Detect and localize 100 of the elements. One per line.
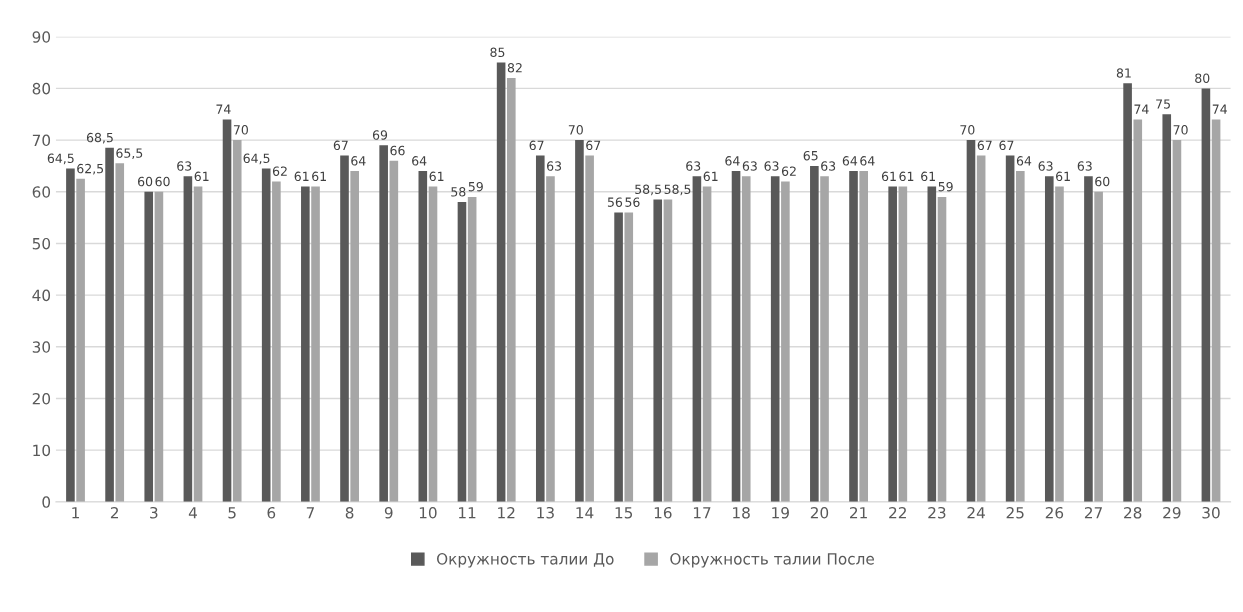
x-tick-label: 18 — [733, 506, 750, 519]
y-tick-label: 0 — [42, 496, 51, 508]
x-tick-label: 1 — [72, 507, 79, 519]
bar — [222, 119, 232, 502]
data-label: 63 — [686, 161, 701, 171]
data-label: 68,5 — [86, 132, 113, 144]
data-label: 61 — [921, 171, 935, 182]
x-tick-label: 16 — [654, 506, 672, 519]
bar — [183, 176, 193, 502]
bar — [976, 155, 986, 502]
y-tick-label: 10 — [33, 444, 51, 457]
y-tick-label: 80 — [32, 82, 51, 95]
x-tick-label: 23 — [928, 506, 946, 519]
bar — [624, 212, 634, 502]
bar — [340, 155, 349, 502]
bar — [898, 186, 908, 502]
data-label: 63 — [177, 161, 192, 171]
x-tick-label: 15 — [615, 507, 633, 519]
bar — [457, 202, 467, 502]
bar — [966, 140, 976, 502]
data-label: 63 — [1038, 161, 1053, 171]
x-tick-label: 13 — [537, 506, 554, 519]
data-label: 63 — [742, 161, 757, 171]
data-label: 61 — [429, 171, 444, 182]
data-label: 62 — [781, 166, 796, 176]
data-label: 56 — [625, 197, 640, 207]
x-tick-label: 30 — [1202, 506, 1220, 519]
bar — [781, 181, 790, 502]
data-label: 61 — [881, 171, 896, 182]
bar — [575, 140, 584, 502]
bar — [379, 145, 388, 502]
y-tick-label: 20 — [32, 392, 51, 405]
bar — [810, 165, 819, 502]
x-tick-label: 5 — [228, 507, 236, 519]
bar — [232, 140, 242, 502]
bar — [193, 186, 203, 502]
data-label: 63 — [764, 161, 779, 171]
x-tick-label: 28 — [1124, 506, 1142, 519]
bar — [261, 168, 271, 502]
x-tick-label: 4 — [188, 507, 197, 519]
data-label: 67 — [529, 140, 544, 151]
data-label: 81 — [1116, 68, 1131, 78]
y-tick-label: 30 — [32, 341, 51, 353]
data-label: 58,5 — [635, 184, 661, 196]
data-label: 59 — [938, 181, 953, 192]
data-label: 65,5 — [116, 148, 143, 160]
x-tick-label: 10 — [419, 506, 437, 519]
data-label: 60 — [155, 176, 170, 187]
bar — [1133, 119, 1143, 502]
data-label: 63 — [821, 161, 836, 171]
y-tick-label: 90 — [32, 31, 51, 43]
data-label: 67 — [999, 140, 1014, 151]
bar — [741, 176, 751, 502]
data-label: 61 — [899, 171, 914, 182]
data-label: 64 — [412, 156, 427, 166]
data-label: 64 — [1016, 156, 1032, 166]
data-label: 64,5 — [47, 153, 74, 165]
data-label: 74 — [1134, 104, 1149, 114]
bar — [115, 163, 125, 502]
bar — [653, 199, 663, 502]
bar — [663, 199, 673, 502]
bar — [546, 176, 555, 502]
data-label: 74 — [216, 104, 231, 114]
data-label: 67 — [333, 140, 348, 151]
data-label: 65 — [803, 150, 818, 161]
x-tick-label: 12 — [498, 506, 515, 519]
x-tick-label: 6 — [267, 506, 276, 519]
bar — [1211, 119, 1221, 502]
bar — [849, 171, 858, 502]
bar — [1094, 191, 1103, 502]
data-label: 63 — [547, 161, 562, 171]
bar — [1044, 176, 1054, 502]
bar — [350, 171, 359, 502]
bar — [820, 176, 829, 502]
bar — [1005, 155, 1015, 502]
bar — [418, 171, 428, 502]
bar — [692, 176, 702, 502]
data-label: 70 — [1173, 125, 1188, 135]
data-label: 70 — [568, 125, 583, 135]
bar — [467, 196, 477, 502]
y-tick-label: 70 — [32, 134, 51, 147]
data-label: 63 — [1077, 161, 1092, 171]
y-tick-label: 50 — [32, 237, 51, 250]
x-tick-label: 26 — [1045, 506, 1064, 519]
data-label: 58,5 — [664, 184, 691, 196]
legend-label: Окружность талии До — [436, 553, 614, 568]
data-label: 67 — [977, 140, 992, 151]
data-label: 64 — [351, 156, 366, 166]
data-label: 61 — [194, 171, 209, 182]
data-label: 67 — [586, 140, 601, 151]
data-label: 61 — [294, 171, 309, 182]
data-label: 64 — [842, 156, 858, 166]
bar — [1055, 186, 1064, 502]
bar — [1084, 176, 1093, 502]
bar — [859, 171, 868, 502]
bar — [144, 191, 154, 502]
data-label: 61 — [1056, 171, 1070, 182]
data-label: 75 — [1156, 99, 1170, 109]
data-label: 59 — [468, 181, 483, 192]
bar — [927, 186, 937, 502]
